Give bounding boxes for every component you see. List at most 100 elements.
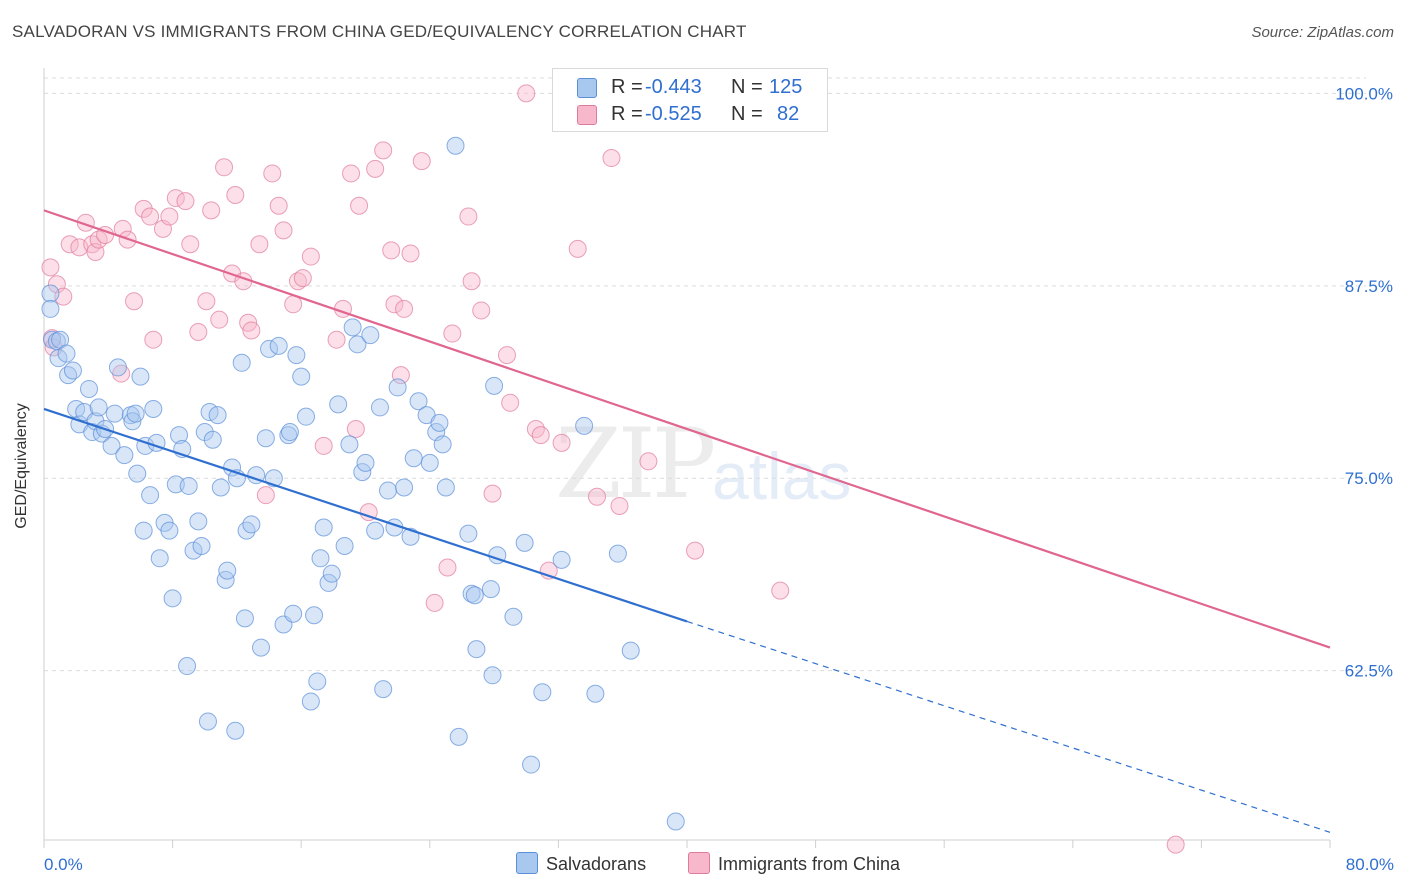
china-point — [639, 452, 658, 471]
china-point — [176, 192, 195, 211]
china-point — [141, 207, 160, 226]
china-point — [274, 221, 293, 240]
salvadorans-point — [348, 335, 367, 354]
salvadorans-point — [292, 367, 311, 386]
china-point — [497, 346, 516, 365]
salvadorans-point — [41, 299, 60, 318]
legend-n-value: 125 — [769, 76, 803, 98]
salvadorans-point — [481, 580, 500, 599]
legend-r-value: -0.525 — [645, 103, 702, 125]
legend-swatch-china — [688, 852, 710, 874]
china-point — [602, 149, 621, 168]
legend-label-china: Immigrants from China — [718, 854, 901, 874]
y-tick-label: 87.5% — [1345, 277, 1393, 296]
china-point — [401, 244, 420, 263]
tick-labels: 62.5% 75.0% 87.5% 100.0% 0.0% 80.0% — [44, 84, 1394, 874]
salvadorans-point — [314, 518, 333, 537]
salvadorans-point — [297, 407, 316, 426]
x-tick-label-max: 80.0% — [1346, 855, 1394, 874]
salvadorans-point — [287, 346, 306, 365]
china-point — [342, 164, 361, 183]
salvadorans-point — [666, 812, 685, 831]
legend-label-salvadorans: Salvadorans — [546, 854, 647, 874]
chart-title: SALVADORAN VS IMMIGRANTS FROM CHINA GED/… — [12, 22, 747, 41]
salvadorans-point — [269, 336, 288, 355]
salvadorans-point — [211, 478, 230, 497]
china-point — [438, 558, 457, 577]
china-point — [189, 323, 208, 341]
salvadorans-trend-line — [43, 407, 688, 623]
salvadorans-point — [374, 680, 393, 699]
china-point — [395, 299, 414, 318]
salvadorans-point — [141, 486, 160, 505]
salvadorans-point — [586, 684, 605, 703]
salvadorans-point — [308, 672, 327, 691]
salvadorans-point — [284, 604, 303, 623]
salvadorans-point — [242, 515, 261, 534]
salvadorans-point — [356, 453, 375, 472]
salvadorans-point — [433, 435, 452, 454]
salvadorans-point — [621, 641, 640, 660]
salvadorans-point — [192, 536, 211, 555]
salvadorans-point — [131, 367, 150, 386]
grid-lines — [44, 77, 1366, 672]
salvadorans-point — [232, 353, 251, 372]
legend-row-salvadorans: R = -0.443 N = 125 — [553, 74, 827, 100]
salvadorans-point — [208, 406, 227, 425]
china-point — [41, 258, 60, 277]
legend-item-china[interactable]: Immigrants from China — [688, 852, 900, 876]
china-point — [771, 581, 790, 600]
china-point — [197, 292, 216, 311]
salvadorans-point — [465, 586, 484, 605]
y-tick-label: 75.0% — [1345, 469, 1393, 488]
salvadorans-point — [533, 683, 552, 702]
china-point — [501, 393, 520, 412]
china-point — [359, 503, 378, 522]
salvadorans-point — [203, 430, 222, 449]
china-point — [226, 185, 245, 204]
source-label: Source: ZipAtlas.com — [1251, 24, 1394, 41]
salvadorans-point — [178, 657, 197, 676]
china-point — [443, 324, 462, 343]
salvadorans-point — [329, 395, 348, 414]
salvadorans-point — [379, 481, 398, 500]
salvadorans-point — [150, 549, 169, 568]
trend-lines — [43, 209, 1331, 833]
legend-item-salvadorans[interactable]: Salvadorans — [516, 852, 646, 876]
china-point — [350, 196, 369, 215]
y-tick-label: 100.0% — [1335, 84, 1393, 103]
axes — [43, 68, 1331, 848]
legend-swatch-salvadorans — [577, 78, 597, 98]
china-point — [483, 484, 502, 503]
salvadorans-point — [485, 376, 504, 395]
china-point — [425, 593, 444, 612]
salvadorans-point — [115, 446, 134, 465]
china-point — [134, 199, 153, 218]
china-point — [462, 272, 481, 291]
china-point — [250, 235, 269, 254]
china-point — [125, 292, 144, 311]
salvadorans-point — [218, 561, 237, 580]
salvadorans-point — [504, 607, 523, 626]
salvadorans-point — [41, 284, 60, 303]
china-point — [686, 541, 705, 560]
salvadorans-point — [237, 521, 256, 540]
china-point — [288, 272, 307, 291]
salvadorans-point — [420, 453, 439, 472]
y-tick-label: 62.5% — [1345, 662, 1393, 681]
china-point — [382, 241, 401, 260]
salvadorans-point — [89, 398, 108, 417]
watermark-zip: ZIP — [555, 408, 716, 520]
china-point — [346, 419, 365, 438]
salvadorans-point — [552, 550, 571, 569]
legend-n-label: N = — [731, 76, 763, 98]
salvadorans-point — [160, 521, 179, 540]
salvadorans-point — [126, 404, 145, 423]
legend-row-china: R = -0.525 N = 82 — [553, 101, 827, 127]
china-point — [293, 269, 312, 288]
legend-r-label: R = — [611, 76, 643, 98]
china-point — [552, 433, 571, 452]
china-point — [366, 159, 385, 178]
salvadorans-point — [260, 339, 279, 358]
